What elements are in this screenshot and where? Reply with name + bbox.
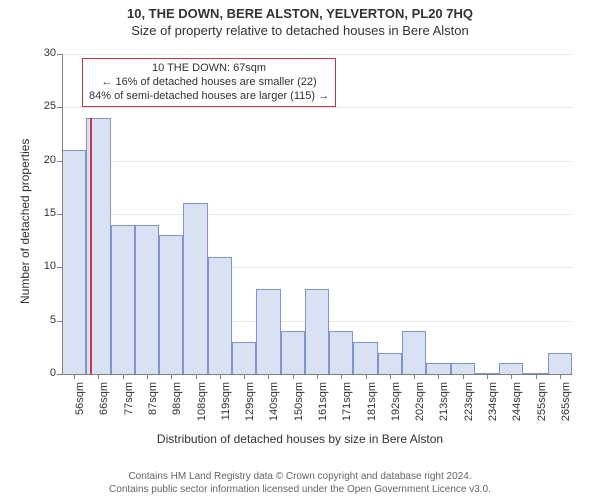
x-tick-label: 255sqm: [536, 382, 548, 432]
x-tick-label: 265sqm: [560, 382, 572, 432]
footer-line: Contains public sector information licen…: [0, 483, 600, 496]
histogram-bar: [281, 331, 305, 374]
histogram-bar: [548, 353, 572, 374]
x-tick-label: 181sqm: [366, 382, 378, 432]
histogram-bar: [305, 289, 329, 374]
x-axis-line: [62, 374, 572, 375]
x-tick-label: 77sqm: [123, 382, 135, 432]
x-tick-label: 202sqm: [414, 382, 426, 432]
x-tick-label: 98sqm: [171, 382, 183, 432]
chart-container: 10, THE DOWN, BERE ALSTON, YELVERTON, PL…: [0, 0, 600, 500]
x-tick-label: 244sqm: [511, 382, 523, 432]
histogram-bar: [426, 363, 450, 374]
histogram-bar: [111, 225, 135, 374]
histogram-bar: [135, 225, 159, 374]
gridline: [62, 107, 572, 108]
annotation-box: 10 THE DOWN: 67sqm ← 16% of detached hou…: [82, 58, 336, 107]
x-tick-label: 213sqm: [438, 382, 450, 432]
histogram-bar: [499, 363, 523, 374]
x-tick-label: 171sqm: [341, 382, 353, 432]
annotation-line: ← 16% of detached houses are smaller (22…: [89, 76, 329, 90]
histogram-bar: [256, 289, 280, 374]
histogram-bar: [378, 353, 402, 374]
x-tick-label: 56sqm: [74, 382, 86, 432]
histogram-bar: [62, 150, 86, 374]
y-tick-label: 20: [32, 154, 56, 166]
x-tick-label: 150sqm: [293, 382, 305, 432]
y-tick-label: 25: [32, 100, 56, 112]
histogram-bar: [451, 363, 475, 374]
x-tick-label: 140sqm: [268, 382, 280, 432]
footer-line: Contains HM Land Registry data © Crown c…: [0, 470, 600, 483]
y-tick-label: 10: [32, 260, 56, 272]
histogram-bar: [353, 342, 377, 374]
x-tick-label: 192sqm: [390, 382, 402, 432]
histogram-bar: [183, 203, 207, 374]
annotation-line: 84% of semi-detached houses are larger (…: [89, 90, 329, 104]
x-tick-label: 161sqm: [317, 382, 329, 432]
x-tick-label: 129sqm: [244, 382, 256, 432]
x-tick-label: 87sqm: [147, 382, 159, 432]
page-title: 10, THE DOWN, BERE ALSTON, YELVERTON, PL…: [0, 0, 600, 21]
gridline: [62, 54, 572, 55]
x-axis-label: Distribution of detached houses by size …: [0, 432, 600, 446]
gridline: [62, 161, 572, 162]
y-tick-label: 30: [32, 47, 56, 59]
annotation-line: 10 THE DOWN: 67sqm: [89, 62, 329, 76]
y-axis-line: [62, 54, 63, 374]
y-tick-label: 5: [32, 314, 56, 326]
marker-line: [90, 118, 92, 374]
footer-text: Contains HM Land Registry data © Crown c…: [0, 470, 600, 496]
x-tick-label: 119sqm: [220, 382, 232, 432]
y-tick-label: 0: [32, 367, 56, 379]
x-tick-label: 234sqm: [487, 382, 499, 432]
histogram-bar: [159, 235, 183, 374]
page-subtitle: Size of property relative to detached ho…: [0, 21, 600, 42]
y-tick-label: 15: [32, 207, 56, 219]
x-tick-label: 66sqm: [98, 382, 110, 432]
gridline: [62, 214, 572, 215]
x-tick-label: 223sqm: [463, 382, 475, 432]
histogram-bar: [208, 257, 232, 374]
histogram-bar: [402, 331, 426, 374]
x-tick-label: 108sqm: [196, 382, 208, 432]
y-axis-label: Number of detached properties: [18, 139, 32, 304]
histogram-bar: [329, 331, 353, 374]
histogram-bar: [232, 342, 256, 374]
